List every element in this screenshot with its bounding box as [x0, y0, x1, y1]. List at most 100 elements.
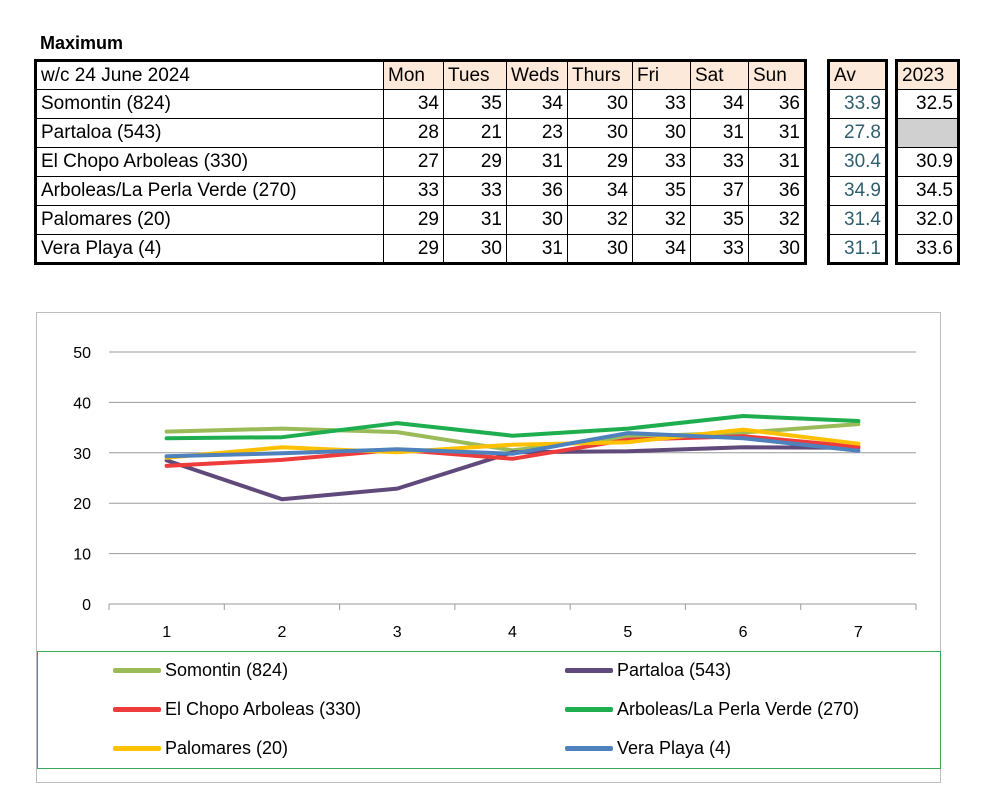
legend-label: Arboleas/La Perla Verde (270) — [617, 698, 860, 719]
temperature-cell: 33 — [690, 234, 749, 264]
year-2023-cell: 34.5 — [896, 176, 959, 206]
temperature-cell: 21 — [443, 118, 507, 148]
day-header-sat: Sat — [690, 60, 749, 90]
table-row: El Chopo Arboleas (330) 27 29 31 29 33 33 31 — [35, 147, 806, 177]
legend-label: Partaloa (543) — [617, 659, 732, 680]
average-cell: 34.9 — [828, 176, 887, 206]
temperature-cell: 31 — [506, 147, 568, 177]
table-row: Somontin (824) 34 35 34 30 33 34 36 — [35, 89, 806, 119]
temperature-cell: 30 — [567, 89, 633, 119]
legend-item: Palomares (20) — [113, 736, 288, 760]
temperature-cell: 34 — [567, 176, 633, 206]
year-2023-cell: 33.6 — [896, 234, 959, 264]
y-tick-label: 10 — [73, 547, 91, 564]
series-line-3 — [164, 414, 861, 441]
legend-item: Vera Playa (4) — [565, 736, 731, 760]
temperature-cell: 31 — [690, 118, 749, 148]
temperature-cell: 35 — [690, 205, 749, 235]
legend-swatch — [113, 745, 161, 751]
temperature-cell: 33 — [383, 176, 444, 206]
average-header: Av — [828, 60, 887, 90]
y-tick-label: 20 — [73, 496, 91, 513]
average-cell: 33.9 — [828, 89, 887, 119]
temperature-cell: 32 — [748, 205, 806, 235]
temperature-cell: 30 — [506, 205, 568, 235]
site-name: Partaloa (543) — [35, 118, 384, 148]
series-line-5 — [164, 431, 861, 459]
temperature-cell: 35 — [632, 176, 691, 206]
temperature-cell: 30 — [632, 118, 691, 148]
year-2023-cell: 32.0 — [896, 205, 959, 235]
temperature-cell: 29 — [383, 234, 444, 264]
y-tick-label: 50 — [73, 345, 91, 362]
temperature-cell: 36 — [748, 89, 806, 119]
legend-label: Vera Playa (4) — [617, 737, 732, 758]
temperature-cell: 30 — [567, 118, 633, 148]
temperature-cell: 33 — [632, 89, 691, 119]
line-chart: 0 10 20 30 40 50 1 2 3 4 5 6 7 — [36, 312, 941, 783]
table-row: Partaloa (543) 28 21 23 30 30 31 31 — [35, 118, 806, 148]
site-name: El Chopo Arboleas (330) — [35, 147, 384, 177]
average-cell: 31.4 — [828, 205, 887, 235]
year-2023-cell — [896, 118, 959, 148]
table-row: Arboleas/La Perla Verde (270) 33 33 36 34 35 3… — [35, 176, 806, 206]
temperature-cell: 29 — [383, 205, 444, 235]
temperature-cell: 34 — [506, 89, 568, 119]
table-row: Vera Playa (4) 29 30 31 30 34 33 30 — [35, 234, 806, 264]
temperature-cell: 31 — [506, 234, 568, 264]
year-2023-header: 2023 — [896, 60, 959, 90]
legend-item: Arboleas/La Perla Verde (270) — [565, 697, 859, 721]
y-tick-label: 0 — [82, 597, 91, 614]
temperature-cell: 34 — [632, 234, 691, 264]
year-2023-cell: 32.5 — [896, 89, 959, 119]
average-cell: 30.4 — [828, 147, 887, 177]
table-row: Palomares (20) 29 31 30 32 32 35 32 — [35, 205, 806, 235]
legend-label: Palomares (20) — [165, 737, 289, 758]
temperature-cell: 31 — [748, 147, 806, 177]
legend-swatch — [565, 667, 613, 673]
temperature-table: w/c 24 June 2024 Mon Tues Weds Thurs Fri Sat S… — [34, 59, 807, 265]
chart-legend: Somontin (824) Partaloa (543) El Chopo Arb… — [37, 651, 941, 769]
legend-swatch — [565, 706, 613, 712]
site-name: Somontin (824) — [35, 89, 384, 119]
legend-item: Partaloa (543) — [565, 658, 731, 682]
year-2023-column: 2023 32.5 30.9 34.5 32.0 33.6 — [895, 59, 960, 265]
temperature-cell: 33 — [632, 147, 691, 177]
average-cell: 27.8 — [828, 118, 887, 148]
temperature-cell: 29 — [567, 147, 633, 177]
temperature-cell: 34 — [690, 89, 749, 119]
x-tick-label: 6 — [739, 624, 748, 641]
temperature-cell: 30 — [567, 234, 633, 264]
legend-item: El Chopo Arboleas (330) — [113, 697, 361, 721]
day-header-tues: Tues — [443, 60, 507, 90]
temperature-cell: 34 — [383, 89, 444, 119]
site-name: Palomares (20) — [35, 205, 384, 235]
temperature-cell: 31 — [748, 118, 806, 148]
x-tick-label: 5 — [623, 624, 632, 641]
x-tick-label: 7 — [854, 624, 863, 641]
chart-plot-area: 0 10 20 30 40 50 1 2 3 4 5 6 7 — [73, 345, 917, 641]
day-header-sun: Sun — [748, 60, 806, 90]
x-tick-label: 4 — [508, 624, 517, 641]
temperature-cell: 31 — [443, 205, 507, 235]
temperature-cell: 36 — [506, 176, 568, 206]
x-tick-label: 2 — [277, 624, 286, 641]
year-2023-cell: 30.9 — [896, 147, 959, 177]
temperature-cell: 30 — [443, 234, 507, 264]
legend-swatch — [113, 667, 161, 673]
temperature-cell: 37 — [690, 176, 749, 206]
temperature-cell: 33 — [690, 147, 749, 177]
temperature-cell: 33 — [443, 176, 507, 206]
day-header-thurs: Thurs — [567, 60, 633, 90]
temperature-cell: 35 — [443, 89, 507, 119]
temperature-cell: 27 — [383, 147, 444, 177]
legend-label: Somontin (824) — [165, 659, 289, 680]
day-header-weds: Weds — [506, 60, 568, 90]
temperature-cell: 32 — [567, 205, 633, 235]
average-cell: 31.1 — [828, 234, 887, 264]
day-header-mon: Mon — [383, 60, 444, 90]
x-tick-label: 3 — [393, 624, 402, 641]
temperature-cell: 29 — [443, 147, 507, 177]
y-tick-label: 30 — [73, 446, 91, 463]
temperature-cell: 36 — [748, 176, 806, 206]
